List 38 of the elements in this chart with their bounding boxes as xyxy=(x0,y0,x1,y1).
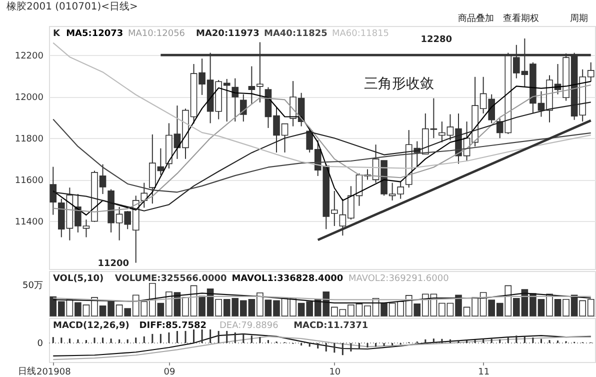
legend-title: VOL(5,10) xyxy=(53,274,104,284)
text: 日线 xyxy=(18,366,36,377)
x-tick-label: 09 xyxy=(164,368,176,377)
line-series xyxy=(52,42,592,169)
text: MA40:11825 xyxy=(264,29,328,39)
annotation: 三角形收敛 xyxy=(364,76,434,92)
text: 查看期权 xyxy=(503,13,539,24)
candlestick xyxy=(232,78,239,122)
line-series xyxy=(52,118,592,193)
x-tick-label: 201908 xyxy=(36,368,72,377)
annotation: 11200 xyxy=(98,259,129,269)
y-tick-label: 11400 xyxy=(14,218,44,228)
x-tick-label: 10 xyxy=(329,368,341,377)
annotation: 12280 xyxy=(420,35,452,45)
text: 50万 xyxy=(22,281,43,291)
series-label: MACD:11.7371 xyxy=(294,321,368,331)
x-tick-label: 11 xyxy=(478,368,490,377)
chart-title: 橡胶2001 (010701)<日线> xyxy=(6,0,138,12)
candlestick xyxy=(240,94,247,122)
candlestick xyxy=(50,166,57,216)
series-label: VOLUME:325566.0000 xyxy=(114,274,227,284)
text: MA20:11973 xyxy=(196,29,260,39)
series-label: MAVOL2:369291.6000 xyxy=(348,274,450,284)
y-tick-label: 12000 xyxy=(14,93,44,104)
y-tick-label: 12200 xyxy=(14,52,44,62)
y-tick-label: 11600 xyxy=(14,176,44,186)
text: 周期 xyxy=(570,13,588,24)
ref-line-label: 0 xyxy=(37,339,44,350)
series-label: DEA:79.8896 xyxy=(220,321,279,331)
text: MA5:12073 xyxy=(66,29,124,39)
text: MA60:11815 xyxy=(332,29,390,39)
text: MA10:12056 xyxy=(128,29,186,39)
text: 商品叠加 xyxy=(458,13,494,24)
y-tick-label: 11800 xyxy=(14,134,44,145)
series-label: DIFF:85.7582 xyxy=(139,321,207,331)
series-label: MAVOL1:336828.4000 xyxy=(232,274,344,284)
legend-title: K xyxy=(53,29,61,39)
legend-title: MACD(12,26,9) xyxy=(53,321,130,331)
